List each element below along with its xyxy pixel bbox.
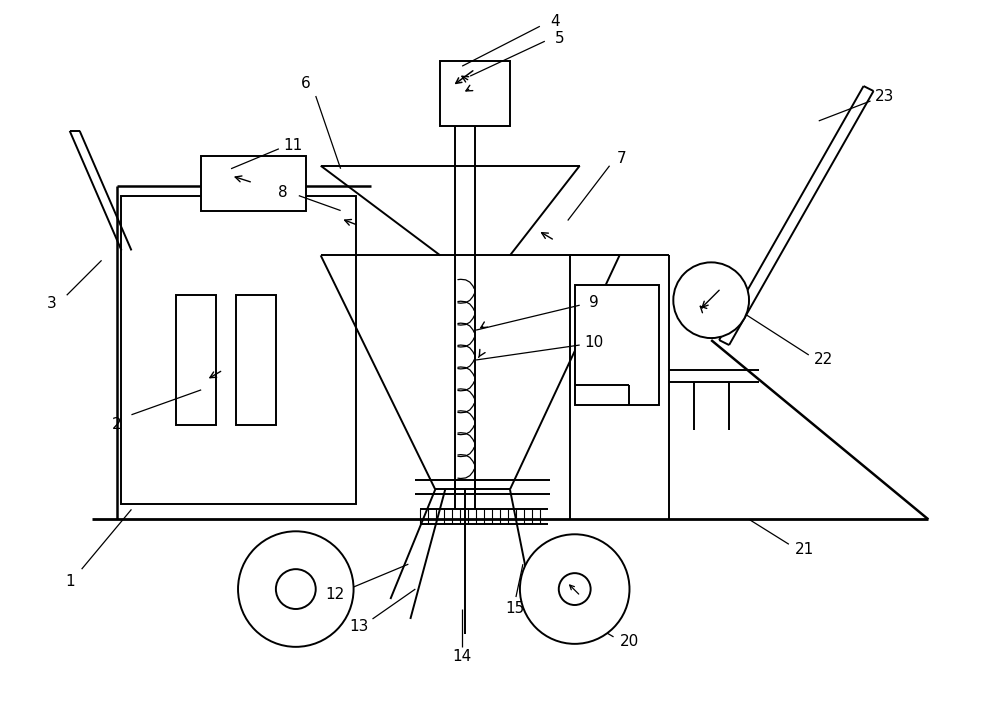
Circle shape: [238, 531, 354, 647]
Text: 4: 4: [550, 14, 560, 29]
Bar: [176, 295, 216, 425]
Bar: [236, 295, 276, 425]
Text: 11: 11: [283, 138, 302, 154]
Bar: [575, 285, 659, 405]
Text: 12: 12: [325, 586, 344, 602]
Text: 5: 5: [555, 30, 565, 46]
Bar: [440, 61, 510, 126]
Text: 2: 2: [112, 417, 121, 432]
Text: 9: 9: [589, 295, 599, 309]
Text: 23: 23: [875, 88, 894, 103]
Text: 6: 6: [301, 76, 311, 91]
Bar: [201, 156, 306, 210]
Circle shape: [520, 535, 629, 644]
Bar: [121, 195, 356, 504]
Text: 14: 14: [453, 649, 472, 664]
Circle shape: [276, 569, 316, 609]
Text: 22: 22: [814, 353, 833, 367]
Text: 3: 3: [47, 296, 57, 311]
Text: 21: 21: [795, 542, 814, 556]
Text: 10: 10: [584, 335, 603, 350]
Text: 20: 20: [620, 634, 639, 649]
Text: 13: 13: [349, 620, 368, 634]
Circle shape: [673, 263, 749, 338]
Text: 1: 1: [65, 573, 75, 588]
Text: 8: 8: [278, 185, 288, 200]
Text: 15: 15: [505, 602, 525, 617]
Text: 7: 7: [617, 152, 626, 166]
Circle shape: [559, 573, 591, 605]
